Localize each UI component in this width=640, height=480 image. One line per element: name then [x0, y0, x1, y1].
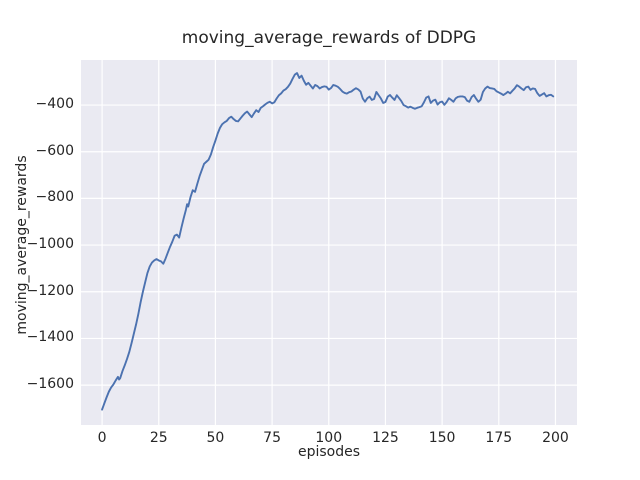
y-tick-label: −1000: [26, 236, 74, 253]
plot-area: [81, 60, 577, 425]
x-tick-label: 0: [97, 430, 107, 446]
y-tick-label: −1600: [26, 376, 74, 393]
x-tick-label: 125: [372, 430, 399, 446]
x-axis-label: episodes: [297, 444, 361, 460]
x-tick-label: 100: [315, 430, 343, 446]
x-tick-label: 150: [428, 430, 456, 446]
x-tick-label: 175: [485, 430, 513, 446]
series-line: [101, 72, 555, 411]
y-tick-label: −400: [35, 96, 74, 113]
chart-canvas: [81, 60, 577, 425]
x-tick-label: 25: [149, 430, 168, 446]
y-tick-label: −1200: [26, 282, 74, 299]
x-tick-label: 200: [542, 430, 569, 446]
y-tick-label: −600: [35, 142, 74, 159]
x-tick-label: 75: [263, 430, 282, 446]
x-tick-label: 50: [206, 430, 225, 446]
y-tick-label: −1400: [26, 329, 74, 346]
y-tick-label: −800: [35, 189, 74, 206]
chart-title: moving_average_rewards of DDPG: [181, 28, 477, 48]
